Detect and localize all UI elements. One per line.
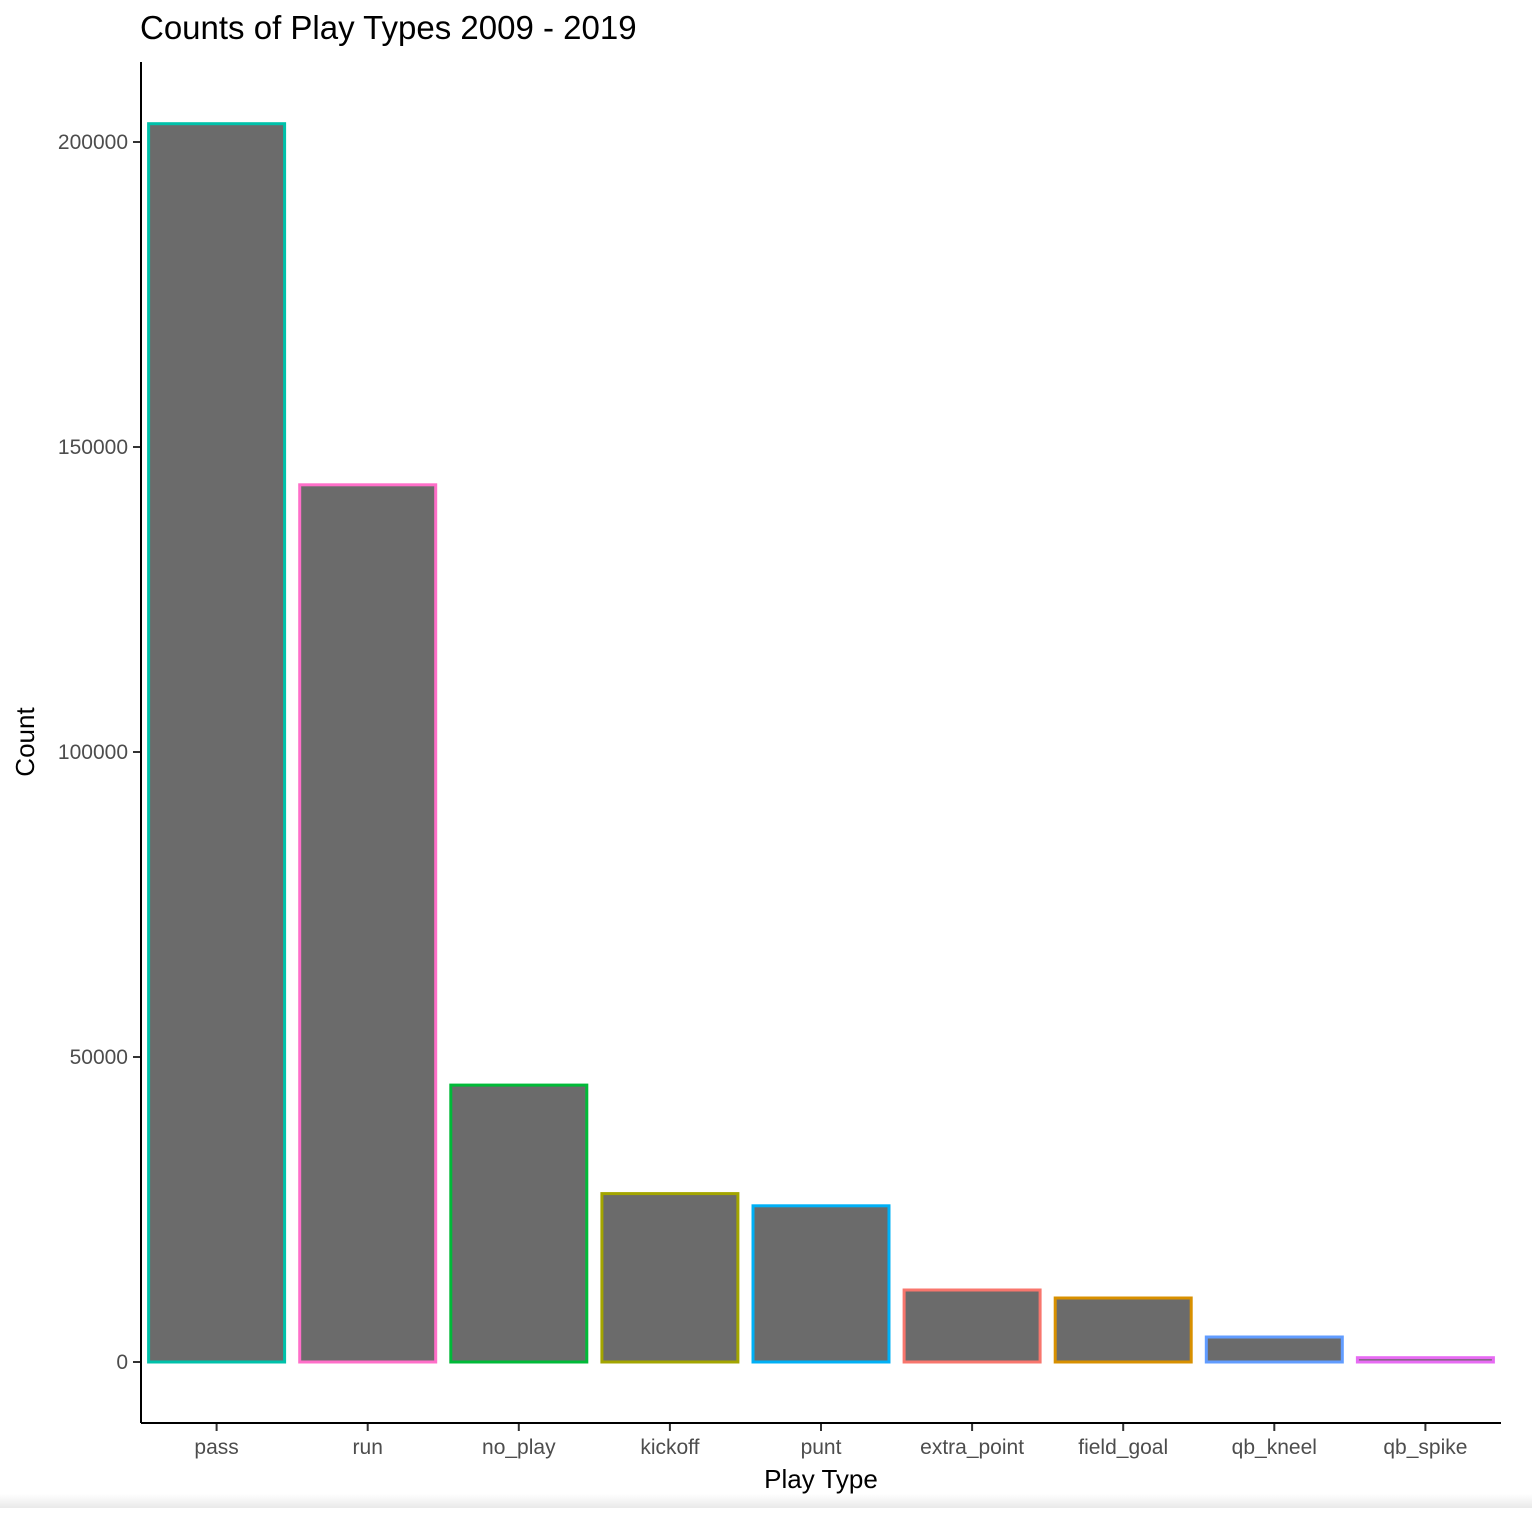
y-tick-label-200000: 200000 — [58, 131, 128, 154]
window-bottom-edge — [0, 1494, 1532, 1508]
x-tick-label-qb_spike: qb_spike — [1383, 1436, 1467, 1459]
bar-run — [298, 483, 438, 1364]
bar-extra_point — [902, 1288, 1042, 1364]
y-axis-title: Count — [10, 707, 40, 777]
x-tick-label-no_play: no_play — [482, 1436, 556, 1459]
bar-field_goal — [1053, 1296, 1193, 1364]
x-axis: pass run no_play kickoff punt extra_point fiel… — [141, 1422, 1501, 1459]
x-tick-label-punt: punt — [801, 1436, 842, 1459]
x-tick-label-run: run — [353, 1436, 383, 1459]
x-tick-label-extra_point: extra_point — [920, 1436, 1024, 1459]
bar-qb_spike — [1355, 1356, 1495, 1364]
y-tick-label-150000: 150000 — [58, 436, 128, 459]
bar-pass — [147, 122, 287, 1364]
y-tick-label-0: 0 — [116, 1351, 128, 1374]
bar-no_play — [449, 1083, 589, 1364]
x-axis-title: Play Type — [764, 1464, 878, 1494]
y-axis: 0 50000 100000 150000 200000 — [58, 62, 142, 1423]
y-tick-label-100000: 100000 — [58, 741, 128, 764]
y-tick-label-50000: 50000 — [70, 1046, 128, 1069]
bar-qb_kneel — [1204, 1335, 1344, 1364]
x-tick-label-kickoff: kickoff — [640, 1436, 699, 1459]
bar-kickoff — [600, 1192, 740, 1364]
x-tick-label-pass: pass — [194, 1436, 238, 1459]
x-tick-label-qb_kneel: qb_kneel — [1232, 1436, 1317, 1459]
bar-punt — [751, 1204, 891, 1364]
chart-title: Counts of Play Types 2009 - 2019 — [140, 9, 637, 46]
x-tick-label-field_goal: field_goal — [1078, 1436, 1168, 1459]
bars-group — [147, 122, 1495, 1364]
